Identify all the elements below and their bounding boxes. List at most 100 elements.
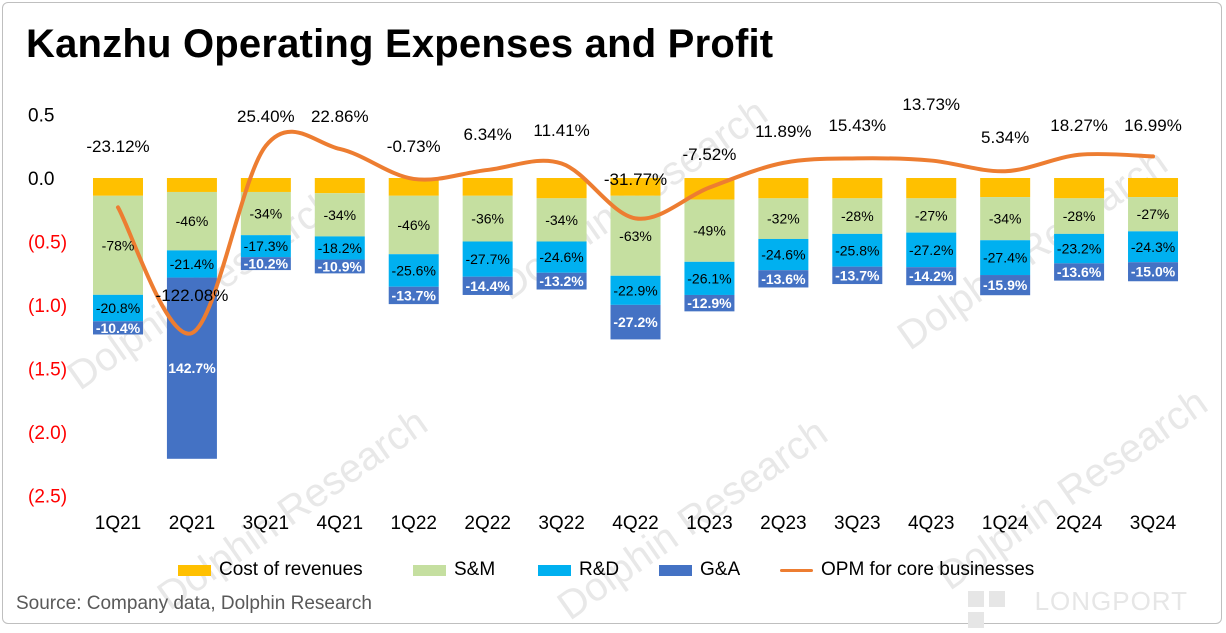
y-tick-label: (1.0) [28,296,67,317]
bar-label-ga: -13.7% [835,267,880,283]
bar-label-rd: -25.8% [835,242,879,258]
legend-label-rd: R&D [579,559,619,581]
x-tick-label: 4Q22 [612,513,658,534]
bar-label-ga: 142.7% [168,360,216,376]
bar-cost-of-revenues [1128,178,1178,197]
x-tick-label: 2Q23 [760,513,806,534]
bar-cost-of-revenues [1054,178,1104,198]
legend: Cost of revenues S&M R&D G&A OPM for cor… [0,557,1226,583]
bar-label-rd: -22.9% [613,282,657,298]
bar-cost-of-revenues [758,178,808,198]
legend-swatch-cost-of-revenues [178,565,211,576]
legend-label-opm: OPM for core businesses [821,559,1034,581]
x-tick-label: 1Q22 [390,513,436,534]
y-axis: 0.50.0(0.5)(1.0)(1.5)(2.0)(2.5) [28,106,67,508]
opm-label: 16.99% [1124,116,1182,135]
y-tick-label: (2.5) [28,487,67,508]
bar-label-rd: -23.2% [1057,241,1101,257]
bar-label-sm: -34% [989,211,1022,227]
legend-swatch-rd [538,565,571,576]
bar-label-sm: -32% [767,211,800,227]
bar-label-ga: -10.9% [318,258,363,274]
bar-cost-of-revenues [537,178,587,198]
x-tick-label: 3Q22 [538,513,584,534]
bar-label-sm: -28% [841,208,874,224]
bar-label-rd: -27.4% [983,250,1027,266]
bar-label-sm: -63% [619,228,652,244]
bar-label-rd: -25.6% [392,262,436,278]
opm-label: -23.12% [86,137,149,156]
brand-logo-mark [968,591,1030,607]
bar-label-rd: -24.6% [761,247,805,263]
bar-label-sm: -27% [1137,206,1170,222]
opm-label: -122.08% [156,286,229,305]
bar-cost-of-revenues [167,178,217,192]
bar-label-sm: -78% [102,237,135,253]
bar-cost-of-revenues [93,178,143,196]
bar-label-sm: -34% [545,212,578,228]
opm-label: -31.77% [604,170,667,189]
bar-label-sm: -46% [176,213,209,229]
legend-item-rd: R&D [538,557,619,583]
bar-label-rd: -27.2% [909,242,953,258]
bar-label-rd: -26.1% [687,270,731,286]
x-tick-label: 1Q23 [686,513,732,534]
bar-cost-of-revenues [315,178,365,193]
bar-label-ga: -13.6% [1057,264,1102,280]
bar-label-ga: -15.9% [983,277,1028,293]
bar-label-ga: -13.6% [761,271,806,287]
bar-cost-of-revenues [832,178,882,198]
legend-item-sm: S&M [413,557,495,583]
bar-label-rd: -24.3% [1131,239,1175,255]
y-tick-label: 0.0 [28,169,54,190]
bar-cost-of-revenues [980,178,1030,197]
y-tick-label: 0.5 [28,106,54,127]
bar-label-sm: -27% [915,207,948,223]
legend-line-opm [780,569,813,572]
bar-label-ga: -12.9% [687,295,732,311]
opm-label: 18.27% [1050,116,1108,135]
opm-label: 25.40% [237,107,295,126]
legend-swatch-sm [413,565,446,576]
source-note: Source: Company data, Dolphin Research [16,593,372,615]
bar-label-rd: -20.8% [96,300,140,316]
y-tick-label: (1.5) [28,360,67,381]
bar-label-sm: -49% [693,223,726,239]
bar-label-rd: -21.4% [170,256,214,272]
opm-label: -0.73% [387,137,441,156]
bar-label-ga: -14.4% [465,278,510,294]
opm-label: 11.89% [755,122,811,141]
bar-label-rd: -27.7% [465,251,509,267]
bar-label-rd: -17.3% [244,238,288,254]
legend-label-ga: G&A [700,559,740,581]
x-tick-label: 3Q24 [1130,513,1177,534]
opm-label: 13.73% [902,95,960,114]
bar-label-ga: -14.2% [909,268,954,284]
legend-item-ga: G&A [659,557,740,583]
bar-label-sm: -34% [323,207,356,223]
bar-label-ga: -10.2% [244,256,289,272]
bar-label-ga: -15.0% [1131,264,1176,280]
x-tick-label: 1Q24 [982,513,1029,534]
opm-label: 5.34% [981,128,1029,147]
bar-label-ga: -27.2% [613,314,658,330]
opm-label: 15.43% [828,116,886,135]
opm-label: 6.34% [464,125,512,144]
bar-label-rd: -24.6% [539,249,583,265]
bar-cost-of-revenues [463,178,513,196]
bar-label-sm: -28% [1063,208,1096,224]
legend-label-cost-of-revenues: Cost of revenues [219,559,363,581]
brand-logo: LONGPORT [1035,586,1188,617]
opm-label: 11.41% [533,121,589,140]
bar-label-ga: -10.4% [96,320,141,336]
x-tick-label: 4Q23 [908,513,954,534]
bar-label-sm: -46% [397,217,430,233]
legend-item-cost-of-revenues: Cost of revenues [178,557,363,583]
y-tick-label: (0.5) [28,233,67,254]
legend-label-sm: S&M [454,559,495,581]
bar-label-sm: -36% [471,211,504,227]
x-tick-label: 4Q21 [317,513,363,534]
legend-swatch-ga [659,565,692,576]
